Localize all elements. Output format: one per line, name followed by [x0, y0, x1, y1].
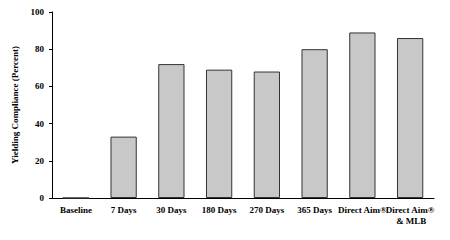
svg-text:0: 0	[40, 193, 45, 203]
svg-text:7 Days: 7 Days	[111, 205, 137, 215]
svg-text:270 Days: 270 Days	[249, 205, 284, 215]
svg-text:Yielding Compliance (Percent): Yielding Compliance (Percent)	[10, 46, 20, 164]
svg-text:30 Days: 30 Days	[156, 205, 187, 215]
svg-text:40: 40	[35, 119, 45, 129]
svg-text:Direct Aim®: Direct Aim®	[386, 205, 435, 215]
svg-text:Direct Aim®: Direct Aim®	[338, 205, 387, 215]
svg-text:80: 80	[35, 44, 45, 54]
svg-text:180 Days: 180 Days	[202, 205, 237, 215]
svg-text:Baseline: Baseline	[60, 205, 92, 215]
svg-text:60: 60	[35, 81, 45, 91]
svg-text:365 Days: 365 Days	[297, 205, 332, 215]
svg-text:& MLB: & MLB	[394, 216, 427, 226]
svg-text:20: 20	[35, 156, 45, 166]
svg-text:100: 100	[31, 7, 45, 17]
